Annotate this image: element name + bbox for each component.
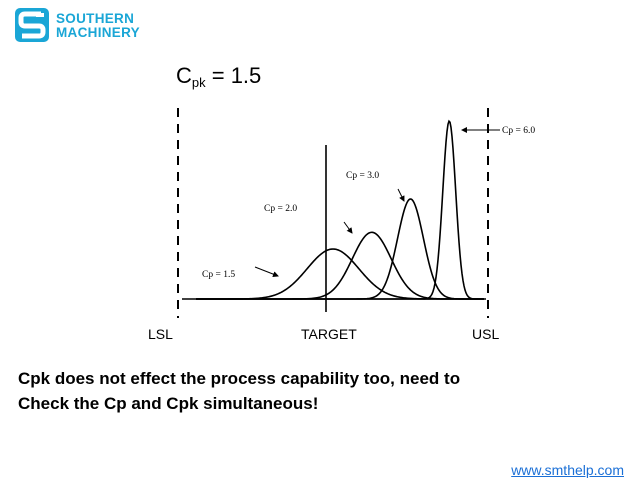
logo-line-2: MACHINERY [56,25,140,40]
cpk-title-subscript: pk [191,75,206,90]
curves-group [196,119,484,300]
curve-label-cp-2-0: Cp = 2.0 [264,204,297,214]
company-logo: SOUTHERN MACHINERY [14,7,154,47]
curve-label-cp-6-0: Cp = 6.0 [502,126,535,136]
caption-line-2: Check the Cp and Cpk simultaneous! [18,394,319,413]
logo-line-1: SOUTHERN [56,11,135,26]
lsl-label: LSL [148,326,173,342]
cpk-title-value: = 1.5 [205,63,262,88]
cpk-title-base: C [176,63,192,88]
arrow-cp-1-5 [254,266,279,277]
arrow-cp-2-0 [343,221,353,234]
usl-label: USL [472,326,499,342]
curve-label-cp-1-5: Cp = 1.5 [202,270,235,280]
arrow-cp-3-0 [397,188,405,202]
caption: Cpk does not effect the process capabili… [18,366,628,416]
curve-label-cp-3-0: Cp = 3.0 [346,171,379,181]
logo-mark-icon [15,8,49,42]
normal-curve-3 [196,119,484,300]
website-link[interactable]: www.smthelp.com [511,462,624,478]
caption-line-1: Cpk does not effect the process capabili… [18,369,461,388]
normal-curve-1 [196,231,484,300]
target-label: TARGET [301,326,357,342]
cpk-title: Cpk = 1.5 [176,63,261,90]
